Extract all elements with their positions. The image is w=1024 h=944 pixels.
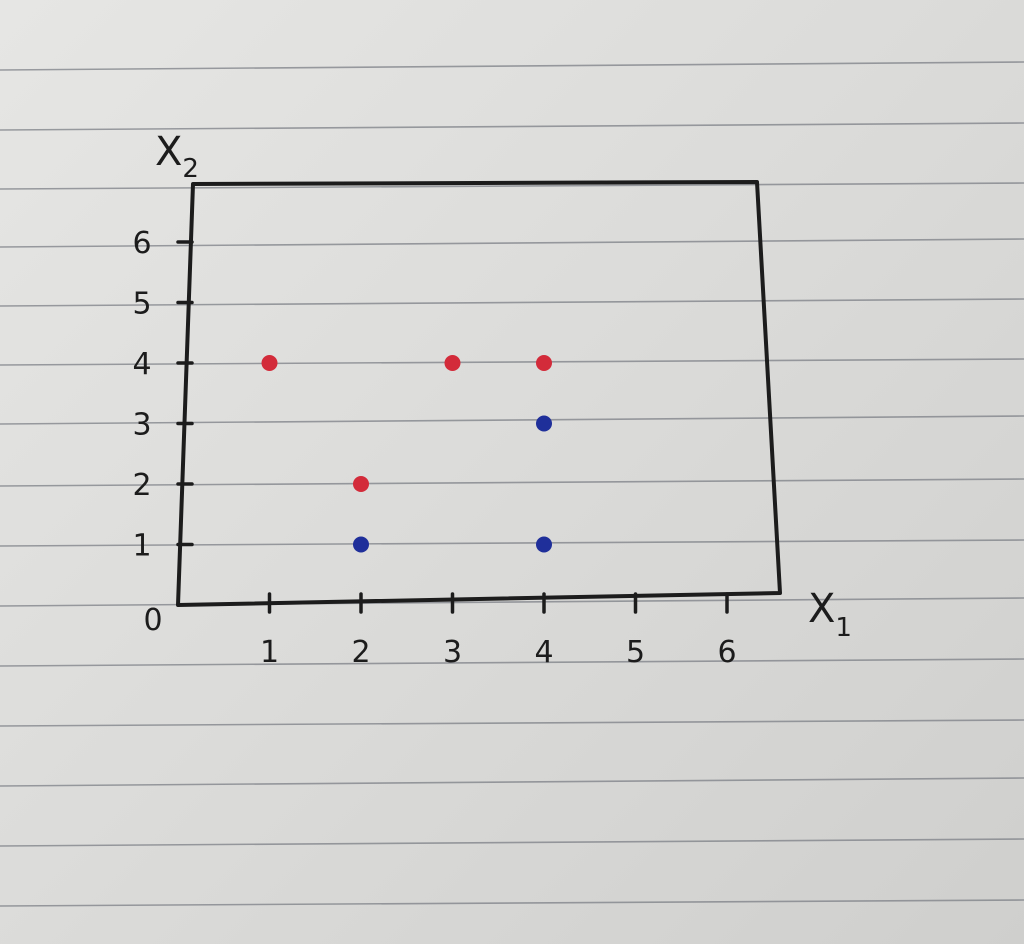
ruled-lines (0, 61, 1024, 907)
x-tick-label-5: 5 (626, 635, 645, 670)
ruled-line (0, 838, 1024, 847)
y-axis-label-main: X (155, 129, 182, 175)
x-tick-label-6: 6 (717, 635, 736, 670)
data-point-series1 (353, 476, 369, 492)
ruled-line (0, 298, 1024, 307)
data-point-series1 (261, 355, 278, 371)
data-point-series2 (536, 415, 552, 432)
ruled-line (0, 415, 1024, 425)
y-tick-label-2: 2 (132, 468, 151, 503)
ruled-line (0, 122, 1024, 131)
x-tick-label-4: 4 (534, 635, 553, 670)
y-tick-label-5: 5 (132, 287, 151, 322)
y-axis-label: X2 (155, 129, 199, 184)
y-tick-label-4: 4 (132, 347, 151, 382)
plot-frame (176, 180, 782, 607)
x-axis-label: X1 (808, 586, 852, 643)
origin-label: 0 (143, 603, 162, 638)
data-points (261, 355, 552, 553)
ruled-line (0, 182, 1024, 190)
ruled-line (0, 238, 1024, 248)
y-tick-label-6: 6 (132, 226, 151, 261)
y-axis-label-subscript: 2 (182, 154, 199, 184)
x-tick-label-3: 3 (443, 635, 462, 670)
ruled-line (0, 539, 1024, 547)
data-point-series2 (536, 536, 552, 553)
ruled-line (0, 597, 1024, 607)
ruled-line (0, 358, 1024, 366)
ruled-line (0, 719, 1024, 727)
data-point-series1 (536, 355, 552, 371)
y-tick-label-1: 1 (132, 529, 151, 564)
x-tick-label-2: 2 (351, 635, 370, 670)
x-axis-label-subscript: 1 (835, 613, 852, 643)
y-tick-label-3: 3 (132, 408, 151, 443)
x-axis-label-main: X (808, 586, 835, 632)
y-axis-ticks: 1 2 3 4 5 6 (132, 226, 194, 564)
ruled-line (0, 777, 1024, 787)
x-axis-ticks: 1 2 3 4 5 6 (260, 592, 737, 670)
ruled-line (0, 61, 1024, 71)
ruled-line (0, 478, 1024, 487)
ruled-line (0, 899, 1024, 907)
data-point-series1 (444, 355, 461, 371)
ruled-line (0, 658, 1024, 667)
data-point-series2 (353, 536, 369, 553)
x-tick-label-1: 1 (260, 635, 279, 670)
